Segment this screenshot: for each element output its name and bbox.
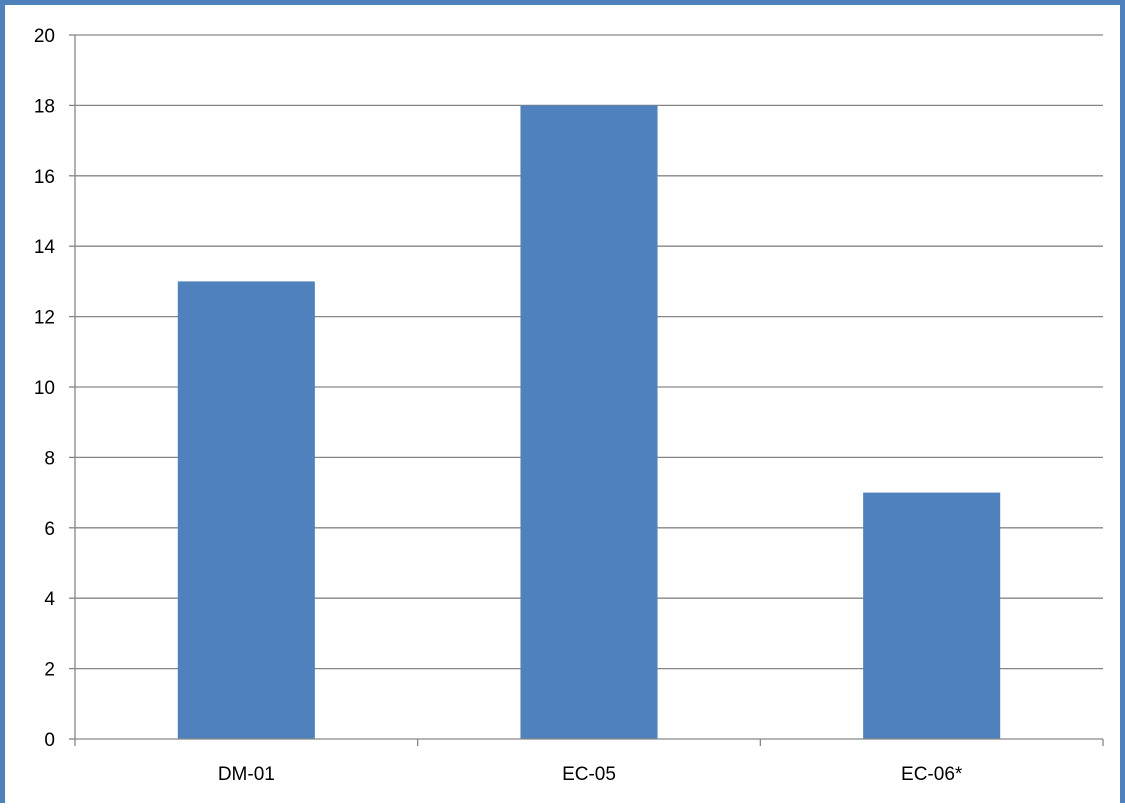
- y-tick-label: 14: [34, 237, 56, 258]
- y-tick-label: 0: [44, 730, 55, 751]
- y-tick-label: 18: [34, 96, 55, 117]
- x-tick-label: EC-06*: [901, 764, 963, 785]
- bar-dm-01: [177, 281, 315, 739]
- y-tick-label: 6: [44, 519, 55, 540]
- axes: [74, 35, 1104, 746]
- x-tick-labels: DM-01 EC-05 EC-06*: [218, 764, 963, 785]
- y-tick-label: 20: [34, 26, 55, 47]
- bar-chart: 0 2 4 6 8 10 12 14 16 18 20 DM-01 EC-05 EC-06*: [34, 26, 1104, 785]
- bars: [177, 105, 1001, 739]
- bar-ec-05: [520, 105, 658, 739]
- bar-ec-06-: [863, 492, 1001, 739]
- x-tick-label: EC-05: [562, 764, 616, 785]
- y-tick-labels: 0 2 4 6 8 10 12 14 16 18 20: [34, 26, 56, 751]
- y-tick-label: 8: [44, 448, 55, 469]
- y-tick-label: 4: [44, 589, 55, 610]
- y-tick-label: 10: [34, 378, 55, 399]
- x-tick-label: DM-01: [218, 764, 275, 785]
- y-tick-label: 2: [44, 660, 55, 681]
- y-tick-label: 16: [34, 167, 55, 188]
- y-tick-label: 12: [34, 308, 55, 329]
